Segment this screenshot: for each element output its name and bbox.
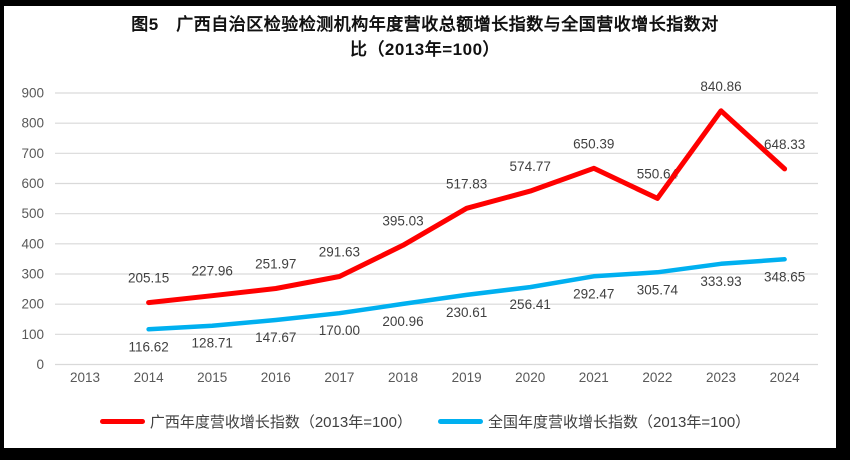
series-0-line (146, 108, 788, 306)
svg-text:400: 400 (21, 236, 44, 251)
svg-text:147.67: 147.67 (255, 330, 296, 345)
svg-text:2013: 2013 (70, 370, 100, 385)
chart-title: 图5 广西自治区检验检测机构年度营收总额增长指数与全国营收增长指数对 比（201… (4, 12, 836, 62)
series-0-data-labels: 205.15 227.96 251.97 291.63 395.03 517.83 574.… (128, 79, 805, 286)
chart-title-line2: 比（2013年=100） (349, 40, 501, 59)
svg-text:2016: 2016 (261, 370, 291, 385)
svg-text:100: 100 (21, 327, 44, 342)
chart-title-line1: 图5 广西自治区检验检测机构年度营收总额增长指数与全国营收增长指数对 (131, 15, 719, 34)
svg-text:348.65: 348.65 (764, 269, 805, 284)
svg-text:2017: 2017 (324, 370, 354, 385)
svg-text:600: 600 (21, 176, 44, 191)
svg-text:840.86: 840.86 (700, 79, 741, 94)
svg-text:227.96: 227.96 (192, 264, 233, 279)
svg-text:291.63: 291.63 (319, 245, 360, 260)
svg-text:2014: 2014 (134, 370, 165, 385)
svg-text:550.64: 550.64 (637, 166, 679, 181)
y-axis-labels: 0 100 200 300 400 500 600 700 800 900 (21, 86, 44, 373)
series-1-data-labels: 116.62 128.71 147.67 170.00 200.96 230.61 256.… (128, 269, 805, 354)
svg-text:305.74: 305.74 (637, 282, 679, 297)
svg-text:2022: 2022 (642, 370, 672, 385)
blue-line-swatch (438, 419, 483, 424)
svg-text:517.83: 517.83 (446, 176, 487, 191)
svg-text:251.97: 251.97 (255, 257, 296, 272)
legend-item-guangxi: 广西年度营收增长指数（2013年=100） (99, 411, 412, 432)
legend-label-guangxi: 广西年度营收增长指数（2013年=100） (149, 414, 412, 431)
svg-text:128.71: 128.71 (192, 336, 233, 351)
svg-text:2020: 2020 (515, 370, 545, 385)
svg-text:300: 300 (21, 267, 44, 282)
svg-text:2023: 2023 (706, 370, 736, 385)
svg-text:230.61: 230.61 (446, 305, 487, 320)
svg-text:256.41: 256.41 (510, 297, 551, 312)
svg-text:2021: 2021 (579, 370, 609, 385)
svg-text:292.47: 292.47 (573, 286, 614, 301)
series-1-line (146, 257, 787, 332)
svg-text:0: 0 (36, 357, 44, 372)
red-line-swatch (99, 419, 145, 424)
svg-text:2018: 2018 (388, 370, 418, 385)
svg-text:500: 500 (21, 206, 44, 221)
x-axis-labels: 2013 2014 2015 2016 2017 2018 2019 2020 2021 2022… (70, 370, 800, 385)
chart-legend: 广西年度营收增长指数（2013年=100） 全国年度营收增长指数（2013年=1… (4, 411, 836, 432)
svg-text:116.62: 116.62 (128, 339, 168, 354)
legend-item-national: 全国年度营收增长指数（2013年=100） (438, 411, 750, 432)
svg-text:800: 800 (21, 116, 44, 131)
svg-text:648.33: 648.33 (764, 137, 805, 152)
svg-text:333.93: 333.93 (700, 274, 741, 289)
svg-text:205.15: 205.15 (128, 271, 169, 286)
svg-text:395.03: 395.03 (382, 213, 423, 228)
svg-text:650.39: 650.39 (573, 136, 614, 151)
legend-label-national: 全国年度营收增长指数（2013年=100） (488, 414, 751, 431)
svg-text:2024: 2024 (770, 370, 801, 385)
svg-text:700: 700 (21, 146, 44, 161)
svg-text:900: 900 (21, 86, 44, 101)
svg-text:574.77: 574.77 (510, 159, 551, 174)
svg-text:200.96: 200.96 (382, 314, 423, 329)
svg-text:2019: 2019 (452, 370, 482, 385)
svg-text:170.00: 170.00 (319, 323, 360, 338)
svg-text:200: 200 (21, 297, 44, 312)
svg-text:2015: 2015 (197, 370, 227, 385)
